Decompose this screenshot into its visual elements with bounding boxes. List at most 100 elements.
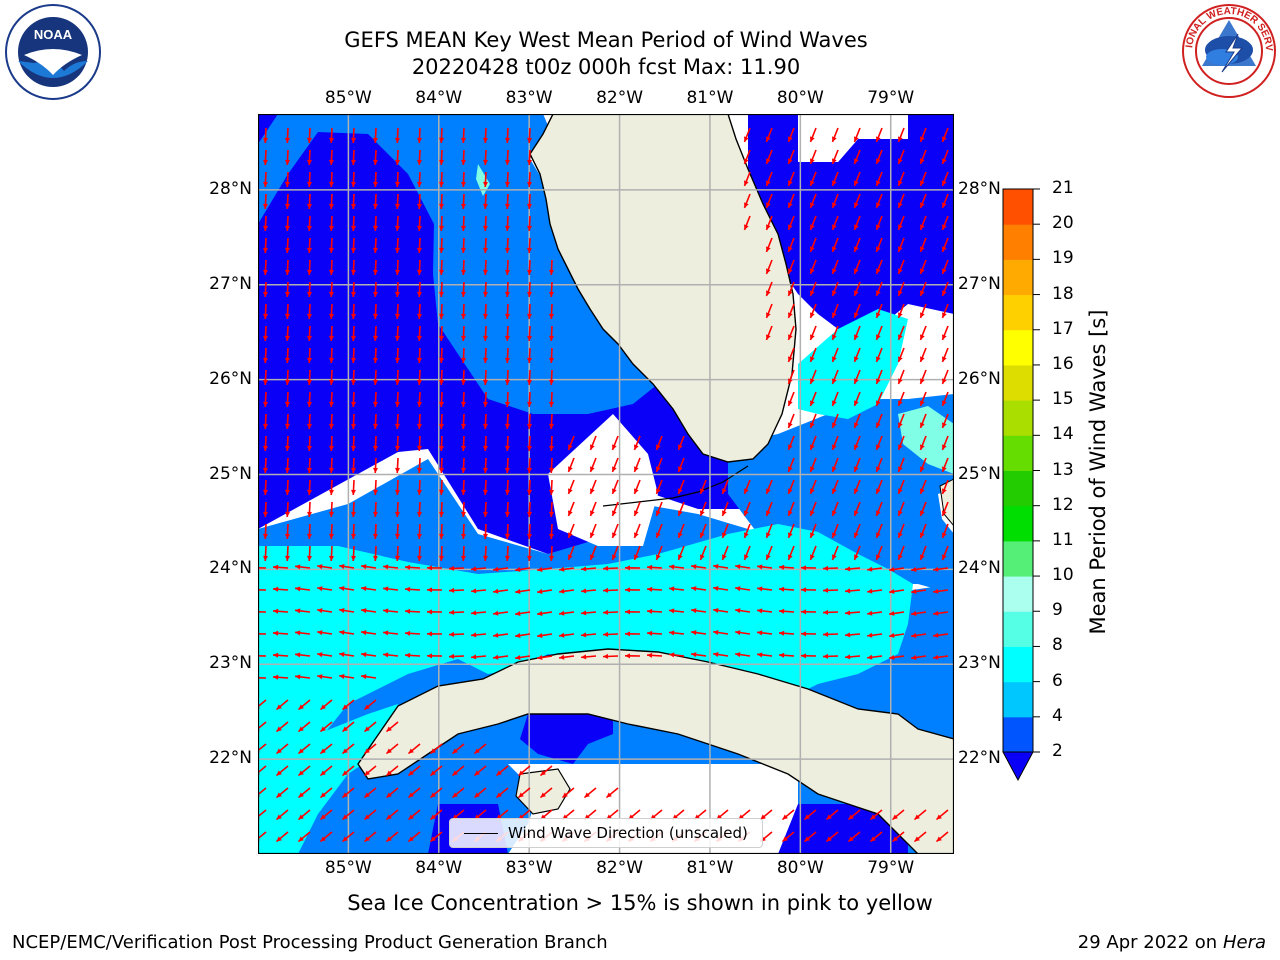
wave-direction-arrow <box>395 435 400 452</box>
wave-direction-arrow <box>263 149 268 166</box>
wave-direction-arrow <box>809 149 817 165</box>
wave-direction-arrow <box>831 303 839 319</box>
wave-direction-arrow <box>941 391 949 407</box>
wave-direction-arrow <box>567 457 575 473</box>
wave-direction-arrow <box>825 809 839 821</box>
wave-direction-arrow <box>787 501 795 517</box>
wave-direction-arrow <box>439 215 444 232</box>
wave-direction-arrow <box>429 831 443 843</box>
wave-direction-arrow <box>461 391 466 408</box>
lon-label-bottom: 79°W <box>867 858 915 878</box>
lon-label-bottom: 82°W <box>596 858 644 878</box>
wave-direction-arrow <box>317 564 333 570</box>
wave-direction-arrow <box>853 479 861 495</box>
wave-direction-arrow <box>677 457 685 473</box>
wave-direction-arrow <box>527 347 532 364</box>
wave-direction-arrow <box>941 303 949 319</box>
wave-direction-arrow <box>831 237 839 253</box>
wave-direction-arrow <box>809 325 817 341</box>
lon-label-top: 84°W <box>415 88 463 108</box>
wave-direction-arrow <box>285 545 290 562</box>
wave-direction-arrow <box>439 259 444 276</box>
lat-label-left: 28°N <box>209 178 252 199</box>
wave-direction-arrow <box>646 652 663 658</box>
wave-direction-arrow <box>473 765 487 777</box>
wave-direction-arrow <box>933 632 949 638</box>
wave-direction-arrow <box>505 457 510 474</box>
wave-direction-arrow <box>735 630 751 636</box>
lat-label-left: 26°N <box>209 368 252 389</box>
wave-direction-arrow <box>589 545 597 561</box>
wave-direction-arrow <box>699 479 707 495</box>
lat-label-left: 23°N <box>209 653 252 674</box>
wave-direction-arrow <box>407 809 421 821</box>
wave-direction-arrow <box>549 281 554 298</box>
colorbar-tick-label: 19 <box>1052 248 1074 269</box>
wave-direction-arrow <box>317 630 333 636</box>
wave-direction-arrow <box>307 523 312 540</box>
lon-label-bottom: 84°W <box>415 858 463 878</box>
wave-direction-arrow <box>875 369 883 385</box>
wave-direction-arrow <box>624 565 641 571</box>
wave-direction-arrow <box>787 193 795 209</box>
wave-direction-arrow <box>470 610 487 616</box>
wave-direction-arrow <box>341 809 355 821</box>
wave-direction-arrow <box>735 652 751 658</box>
wave-direction-arrow <box>505 501 510 518</box>
wave-direction-arrow <box>602 653 619 659</box>
land-cuba <box>357 648 954 854</box>
wave-direction-arrow <box>395 237 400 254</box>
wave-direction-arrow <box>373 193 378 210</box>
wave-direction-arrow <box>407 787 421 799</box>
period-region-6-8-west-south <box>258 704 398 854</box>
wave-direction-arrow <box>395 325 400 342</box>
wave-direction-arrow <box>757 630 773 636</box>
wave-direction-arrow <box>439 369 444 386</box>
wave-direction-arrow <box>361 564 377 570</box>
wave-direction-arrow <box>822 565 839 571</box>
wave-direction-arrow <box>669 608 685 614</box>
wave-direction-arrow <box>602 609 619 615</box>
wave-direction-arrow <box>417 391 422 408</box>
wave-direction-arrow <box>404 608 421 614</box>
colorbar-tick-label: 14 <box>1052 424 1074 445</box>
wave-direction-arrow <box>263 303 268 320</box>
wave-direction-arrow <box>329 193 334 210</box>
wave-direction-arrow <box>395 149 400 166</box>
wave-direction-arrow <box>897 435 905 451</box>
wave-direction-arrow <box>527 369 532 386</box>
colorbar-tick-label: 10 <box>1052 565 1074 586</box>
wave-direction-arrow <box>831 347 839 363</box>
wave-direction-arrow <box>889 610 905 616</box>
wave-direction-arrow <box>919 435 927 451</box>
wave-direction-arrow <box>567 545 575 561</box>
wave-direction-arrow <box>549 435 554 452</box>
period-region-8-9-east <box>898 406 954 474</box>
wave-direction-arrow <box>417 501 422 518</box>
wave-direction-arrow <box>483 347 488 364</box>
wave-direction-arrow <box>765 281 773 297</box>
wind-wave-period-map <box>258 114 954 854</box>
legend-label: Wind Wave Direction (unscaled) <box>508 824 748 842</box>
wave-direction-arrow <box>373 325 378 342</box>
wave-direction-arrow <box>483 501 488 518</box>
wave-direction-arrow <box>875 215 883 231</box>
wave-direction-arrow <box>329 501 334 518</box>
wave-direction-arrow <box>363 787 377 799</box>
wave-direction-arrow <box>549 391 554 408</box>
wave-direction-arrow <box>263 193 268 210</box>
wave-direction-arrow <box>439 457 444 474</box>
wave-direction-arrow <box>329 281 334 298</box>
wave-direction-arrow <box>295 564 311 570</box>
wave-direction-arrow <box>611 523 619 539</box>
wave-direction-arrow <box>677 523 685 539</box>
wave-direction-arrow <box>439 479 444 496</box>
wave-direction-arrow <box>889 632 905 638</box>
wave-direction-arrow <box>580 566 597 572</box>
wave-direction-arrow <box>831 501 839 517</box>
wave-direction-arrow <box>655 435 663 451</box>
wave-direction-arrow <box>677 479 685 495</box>
wave-direction-arrow <box>809 215 817 231</box>
wave-direction-arrow <box>461 347 466 364</box>
wave-direction-arrow <box>417 303 422 320</box>
